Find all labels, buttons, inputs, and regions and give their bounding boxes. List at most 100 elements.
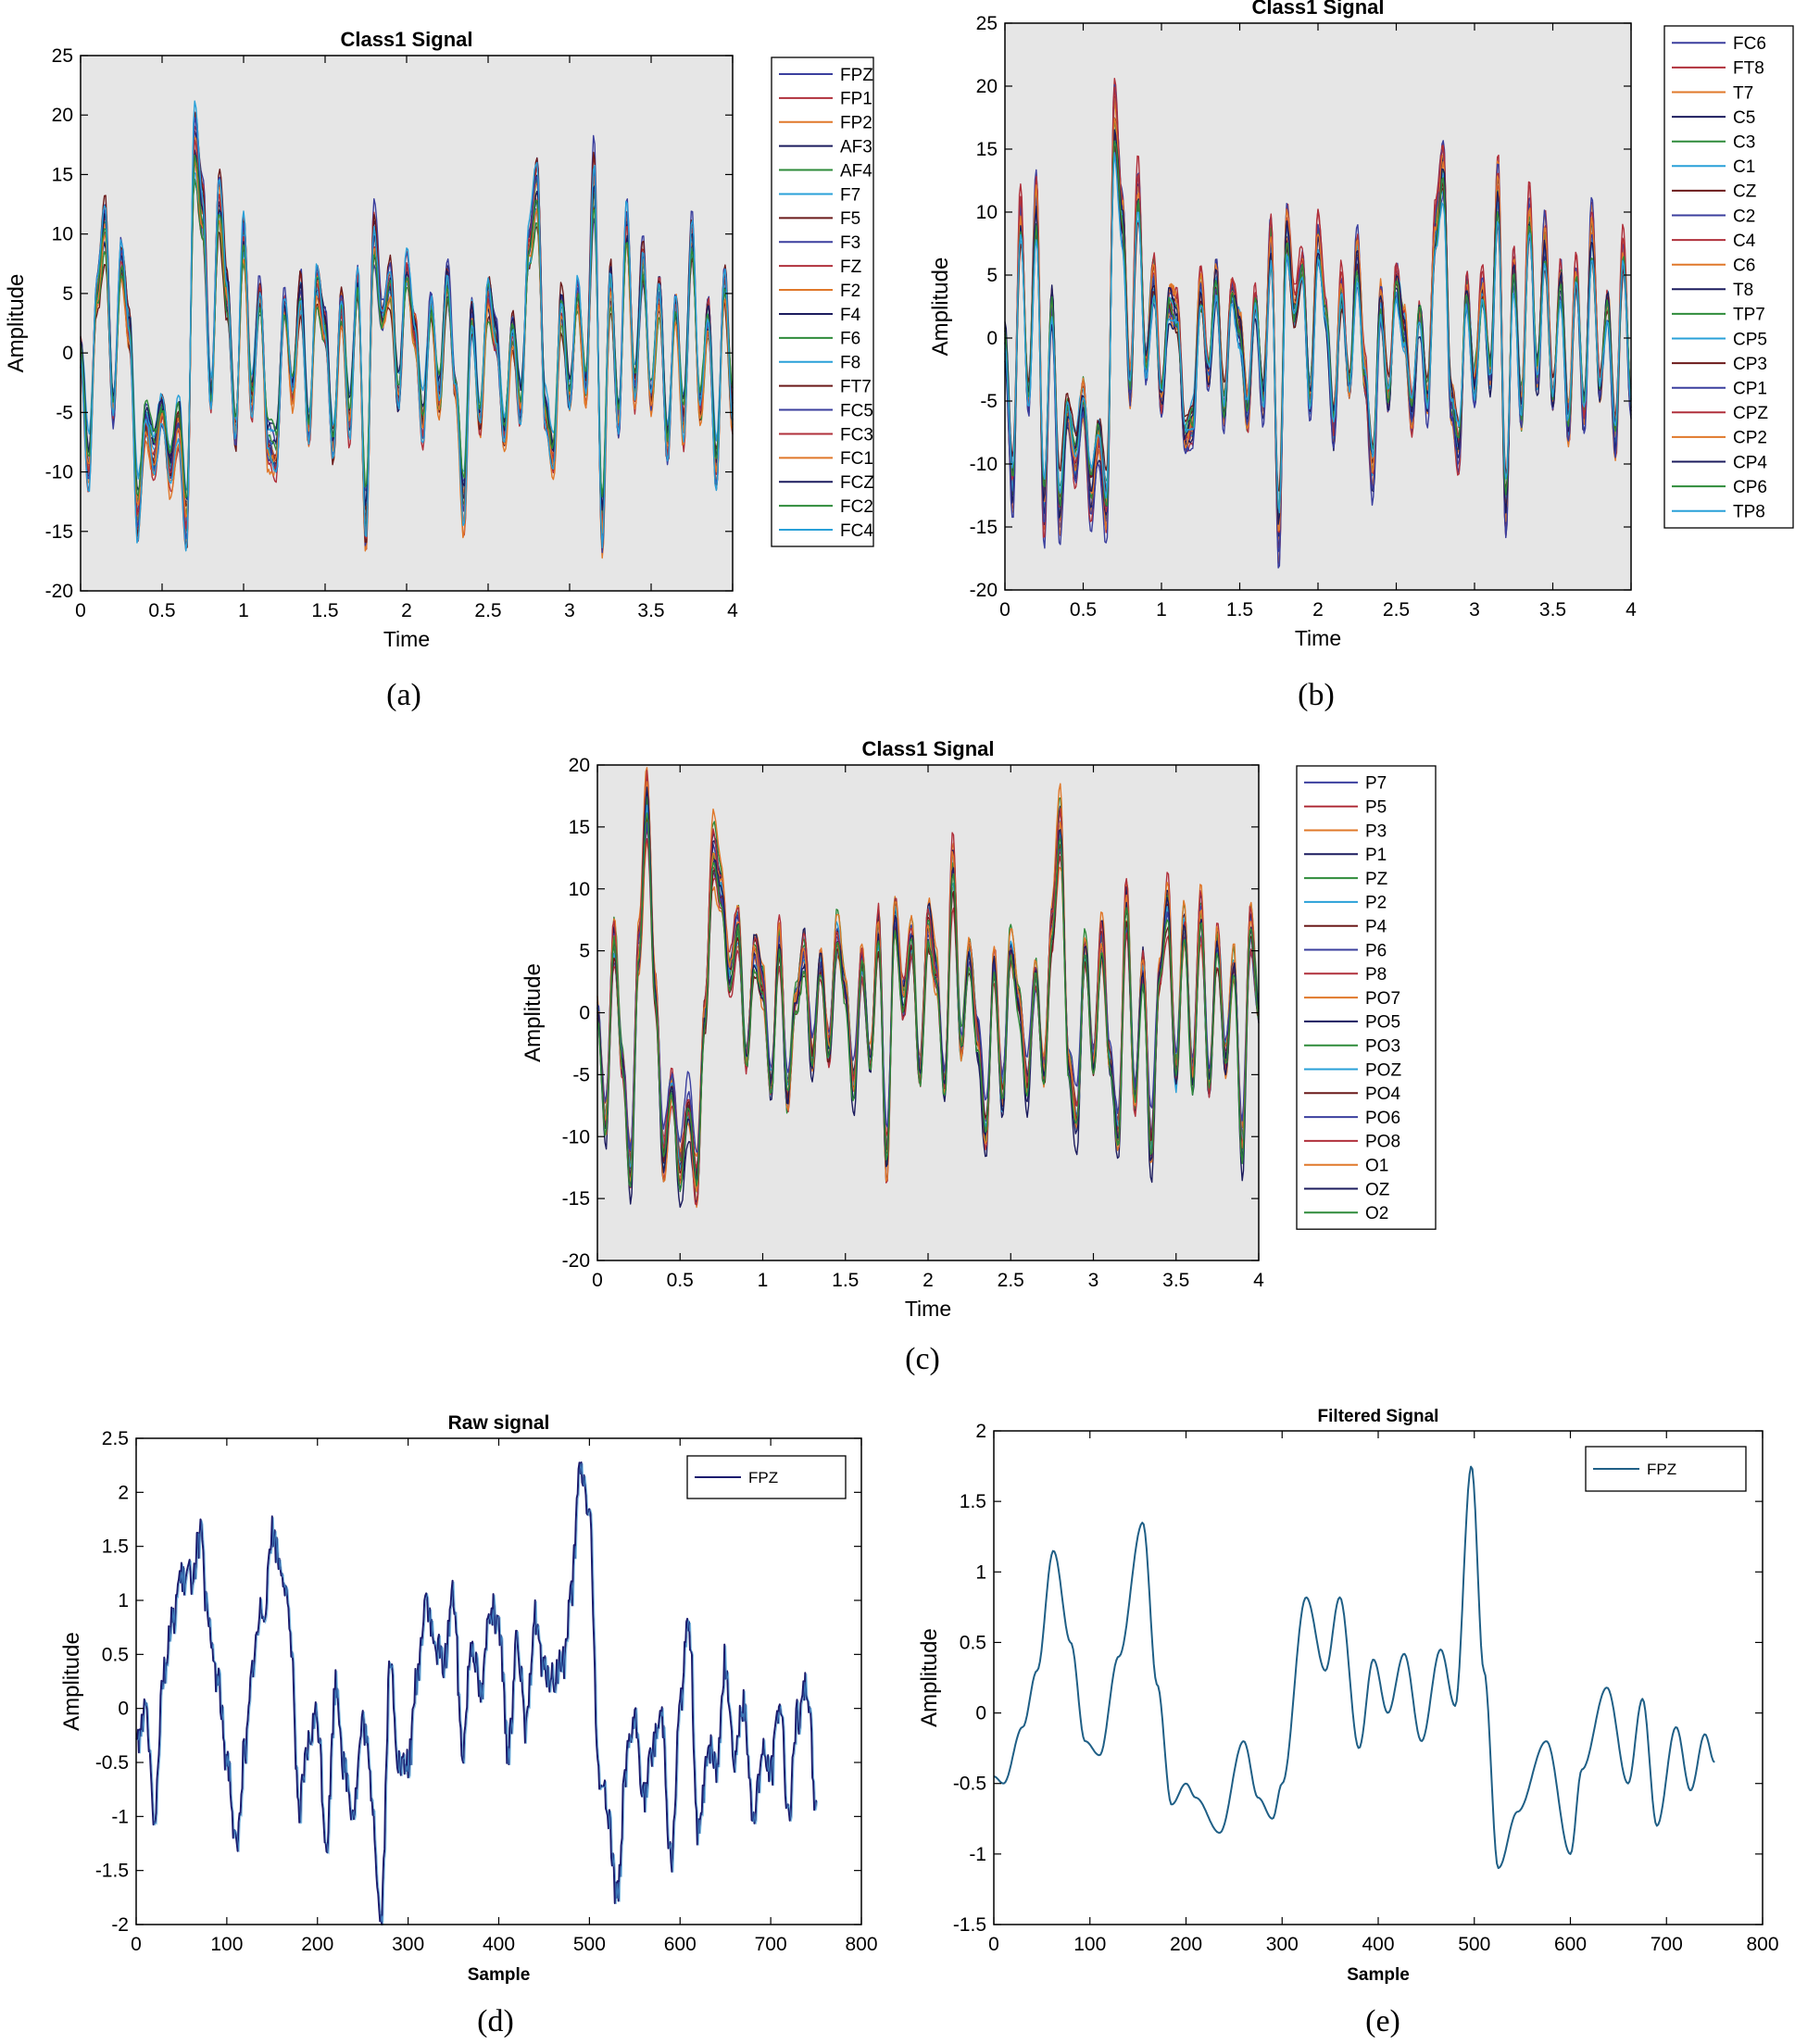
y-tick-label: 5	[986, 265, 998, 286]
legend-label-po8: PO8	[1365, 1133, 1400, 1152]
x-tick-label: 3	[1469, 599, 1480, 621]
legend-label-fpz: FPZ	[840, 66, 873, 85]
x-tick-label: 0	[592, 1270, 603, 1291]
y-tick-label: -2	[111, 1914, 129, 1936]
legend-label-cp3: CP3	[1733, 355, 1767, 374]
y-tick-label: -15	[562, 1188, 590, 1210]
y-tick-label: 0	[118, 1699, 129, 1720]
y-tick-label: 1.5	[960, 1491, 986, 1512]
series-line-o2	[596, 812, 1260, 1192]
caption-e: (e)	[1365, 2004, 1400, 2038]
legend-label-af4: AF4	[840, 161, 872, 181]
legend-label-f5: F5	[840, 209, 860, 229]
series-lines	[135, 1461, 819, 1926]
y-tick-label: 20	[569, 755, 590, 776]
x-tick-label: 0	[988, 1934, 999, 1955]
x-tick-label: 2.5	[474, 600, 501, 621]
chart-title: Filtered Signal	[1318, 1407, 1439, 1426]
y-tick-label: 0	[62, 343, 73, 364]
x-tick-label: 800	[1746, 1934, 1778, 1955]
y-axis-label: Amplitude	[917, 1628, 942, 1727]
legend-label-fc6: FC6	[1733, 34, 1766, 54]
legend-label-c5: C5	[1733, 108, 1755, 128]
y-tick-label: -0.5	[95, 1752, 129, 1774]
chart-title: Raw signal	[448, 1412, 550, 1434]
x-tick-label: 800	[845, 1934, 877, 1955]
legend-label-tp7: TP7	[1733, 306, 1765, 325]
plot-area	[81, 56, 733, 591]
legend-label-fc1: FC1	[840, 449, 873, 469]
y-tick-label: 10	[569, 879, 590, 900]
y-axis-label: Amplitude	[521, 963, 546, 1062]
x-tick-label: 3.5	[1539, 599, 1566, 621]
x-tick-label: 0	[999, 599, 1010, 621]
x-tick-label: 700	[755, 1934, 787, 1955]
caption-d: (d)	[477, 2004, 514, 2038]
y-tick-label: 20	[976, 76, 998, 97]
x-tick-label: 100	[1073, 1934, 1106, 1955]
y-tick-label: 0	[975, 1703, 986, 1724]
x-tick-label: 2	[923, 1270, 934, 1291]
x-tick-label: 1	[1156, 599, 1167, 621]
y-tick-label: 15	[569, 817, 590, 838]
legend-label-p4: P4	[1365, 918, 1387, 937]
panel-a-eeg-chart: 0 0.5 1 1.5 2 2.5 3 3.5 4 -20 -15 -10 -5 0 5 10 15 20 25 Cl…	[4, 28, 874, 651]
chart-title: Class1 Signal	[340, 28, 472, 51]
y-tick-label: 1	[118, 1590, 129, 1611]
legend-label-p1: P1	[1365, 846, 1387, 865]
series-line-fc4	[80, 100, 734, 552]
legend-label-poz: POZ	[1365, 1060, 1401, 1080]
legend-label-po7: PO7	[1365, 989, 1400, 1009]
x-tick-label: 1.5	[1226, 599, 1253, 621]
legend: P7 P5 P3 P1 PZ P2 P4 P6 P8 PO7 PO5 PO3 POZ PO4 PO6 PO8 O…	[1296, 765, 1437, 1230]
x-tick-label: 3	[564, 600, 575, 621]
x-tick-label: 300	[1266, 1934, 1299, 1955]
x-tick-label: 2	[401, 600, 412, 621]
plot-area	[136, 1438, 861, 1925]
y-tick-label: 15	[52, 164, 73, 185]
legend-label-f2: F2	[840, 282, 860, 301]
x-axis-label: Time	[383, 627, 430, 651]
series-lines	[596, 767, 1260, 1209]
x-tick-label: 400	[1362, 1934, 1394, 1955]
legend-label-po3: PO3	[1365, 1037, 1400, 1057]
x-tick-label: 1	[238, 600, 249, 621]
y-tick-label: 15	[976, 139, 998, 160]
legend-label-p2: P2	[1365, 894, 1387, 913]
legend-label-c4: C4	[1733, 232, 1756, 251]
series-lines	[993, 1465, 1715, 1870]
legend-label-fpz: FPZ	[748, 1469, 778, 1486]
legend-label-f7: F7	[840, 185, 860, 205]
y-tick-label: 10	[976, 202, 998, 223]
x-tick-label: 0.5	[1070, 599, 1097, 621]
legend-label-p6: P6	[1365, 941, 1387, 960]
series-line-fpz	[993, 1465, 1715, 1870]
y-tick-label: 0	[579, 1003, 590, 1024]
x-tick-label: 3	[1088, 1270, 1099, 1291]
x-tick-label: 4	[727, 600, 738, 621]
x-tick-label: 3.5	[637, 600, 664, 621]
legend-label-p7: P7	[1365, 774, 1387, 794]
legend-label-ft7: FT7	[840, 377, 872, 396]
y-tick-label: 2	[118, 1482, 129, 1503]
legend-label-af3: AF3	[840, 137, 872, 157]
y-axis-label: Amplitude	[59, 1632, 84, 1731]
x-tick-label: 4	[1626, 599, 1637, 621]
x-tick-label: 3.5	[1162, 1270, 1189, 1291]
x-tick-label: 200	[301, 1934, 333, 1955]
legend-label-t8: T8	[1733, 281, 1753, 300]
x-tick-label: 700	[1651, 1934, 1683, 1955]
x-tick-label: 400	[483, 1934, 515, 1955]
series-line-fpz	[135, 1461, 818, 1925]
y-tick-label: 2	[975, 1421, 986, 1442]
legend: FC6 FT8 T7 C5 C3 C1 CZ C2 C4 C6 T8 TP7 CP5 CP3 CP1 CPZ C…	[1663, 25, 1794, 529]
x-tick-label: 0	[131, 1934, 142, 1955]
y-tick-label: -20	[45, 581, 73, 602]
x-tick-label: 100	[210, 1934, 243, 1955]
legend-label-t7: T7	[1733, 83, 1753, 103]
legend-box	[1663, 25, 1794, 529]
x-axis-label: Sample	[1347, 1965, 1410, 1985]
y-tick-label: 5	[579, 941, 590, 962]
legend-label-fc5: FC5	[840, 401, 873, 420]
plot-area	[597, 765, 1259, 1260]
